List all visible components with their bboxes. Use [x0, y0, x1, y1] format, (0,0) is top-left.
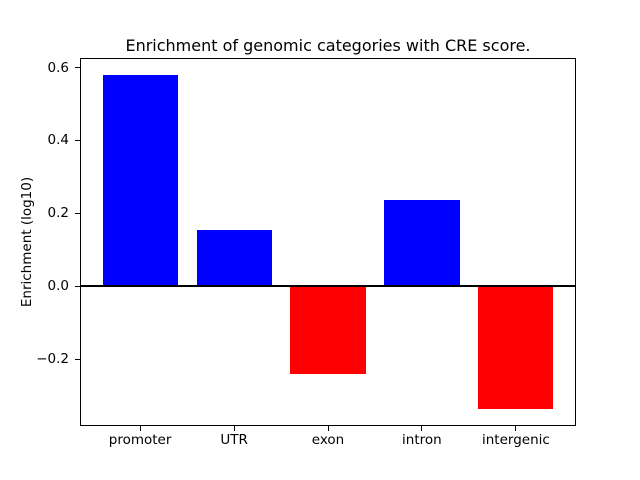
y-tick-label: 0.4	[47, 132, 69, 149]
x-tick-label-exon: exon	[311, 432, 345, 448]
y-tick-mark	[75, 212, 80, 214]
x-tick-mark	[327, 426, 329, 431]
y-tick-mark	[75, 358, 80, 360]
bar-exon	[290, 286, 366, 375]
chart-title: Enrichment of genomic categories with CR…	[125, 36, 531, 55]
y-tick-mark	[75, 67, 80, 68]
x-tick-mark	[421, 426, 423, 431]
zero-line	[80, 284, 576, 288]
bar-intergenic	[478, 286, 554, 410]
x-tick-label-intergenic: intergenic	[481, 432, 550, 448]
x-tick-label-promoter: promoter	[108, 432, 172, 448]
bar-intron	[384, 199, 460, 287]
y-tick-label: −0.2	[36, 351, 69, 367]
x-tick-label-UTR: UTR	[220, 432, 248, 448]
x-tick-mark	[515, 426, 517, 431]
y-tick-label: 0.6	[47, 59, 69, 76]
x-tick-mark	[139, 426, 141, 431]
y-tick-mark	[75, 285, 80, 287]
x-tick-mark	[233, 426, 235, 431]
y-tick-label: 0.0	[47, 278, 69, 295]
bar-promoter	[102, 74, 178, 287]
x-tick-label-intron: intron	[402, 432, 442, 448]
bar-UTR	[196, 229, 272, 287]
y-tick-mark	[75, 139, 80, 141]
y-tick-label: 0.2	[47, 205, 69, 222]
